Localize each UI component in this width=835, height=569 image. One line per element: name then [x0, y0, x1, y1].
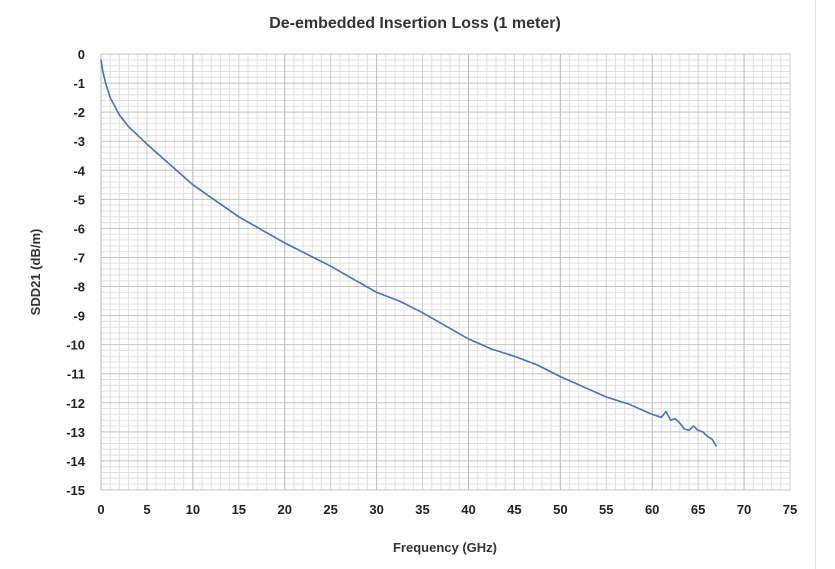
x-tick-label: 20	[277, 502, 291, 517]
grid	[100, 53, 791, 491]
x-tick-label: 30	[369, 502, 383, 517]
y-tick-label: -8	[73, 280, 85, 295]
y-tick-label: -15	[66, 483, 85, 498]
chart-title: De-embedded Insertion Loss (1 meter)	[269, 15, 561, 32]
x-axis-label: Frequency (GHz)	[393, 540, 497, 555]
y-tick-label: -5	[73, 192, 85, 207]
y-axis-label: SDD21 (dB/m)	[28, 229, 43, 316]
y-tick-label: -10	[66, 338, 85, 353]
x-tick-label: 25	[323, 502, 337, 517]
y-tick-label: -4	[73, 163, 85, 178]
x-tick-label: 65	[691, 502, 705, 517]
x-tick-label: 35	[415, 502, 429, 517]
series	[100, 59, 718, 447]
y-tick-label: -6	[73, 221, 85, 236]
y-tick-label: -1	[73, 76, 85, 91]
x-tick-label: 50	[553, 502, 567, 517]
x-tick-label: 45	[507, 502, 521, 517]
x-ticks: 0 5 10 15 20 25 30 35 40 45 50 55 60 65 70 75	[97, 502, 797, 517]
y-tick-label: -3	[73, 134, 85, 149]
series-line	[100, 59, 718, 447]
panel-edge	[815, 0, 816, 569]
x-tick-label: 70	[737, 502, 751, 517]
x-tick-label: 55	[599, 502, 613, 517]
y-tick-label: 0	[78, 47, 85, 62]
y-ticks: 0 -1 -2 -3 -4 -5 -6 -7 -8 -9 -10 -11 -12 -13 -14 -15	[66, 47, 86, 498]
x-tick-label: 15	[232, 502, 246, 517]
y-tick-label: -2	[73, 105, 85, 120]
x-tick-label: 10	[186, 502, 200, 517]
x-tick-label: 75	[783, 502, 797, 517]
x-tick-label: 40	[461, 502, 475, 517]
x-tick-label: 60	[645, 502, 659, 517]
x-tick-label: 5	[143, 502, 150, 517]
y-tick-label: -9	[73, 309, 85, 324]
y-tick-label: -13	[66, 425, 85, 440]
x-tick-label: 0	[97, 502, 104, 517]
y-tick-label: -14	[66, 454, 86, 469]
y-tick-label: -11	[67, 367, 85, 382]
y-tick-label: -7	[73, 250, 85, 265]
y-tick-label: -12	[66, 396, 85, 411]
